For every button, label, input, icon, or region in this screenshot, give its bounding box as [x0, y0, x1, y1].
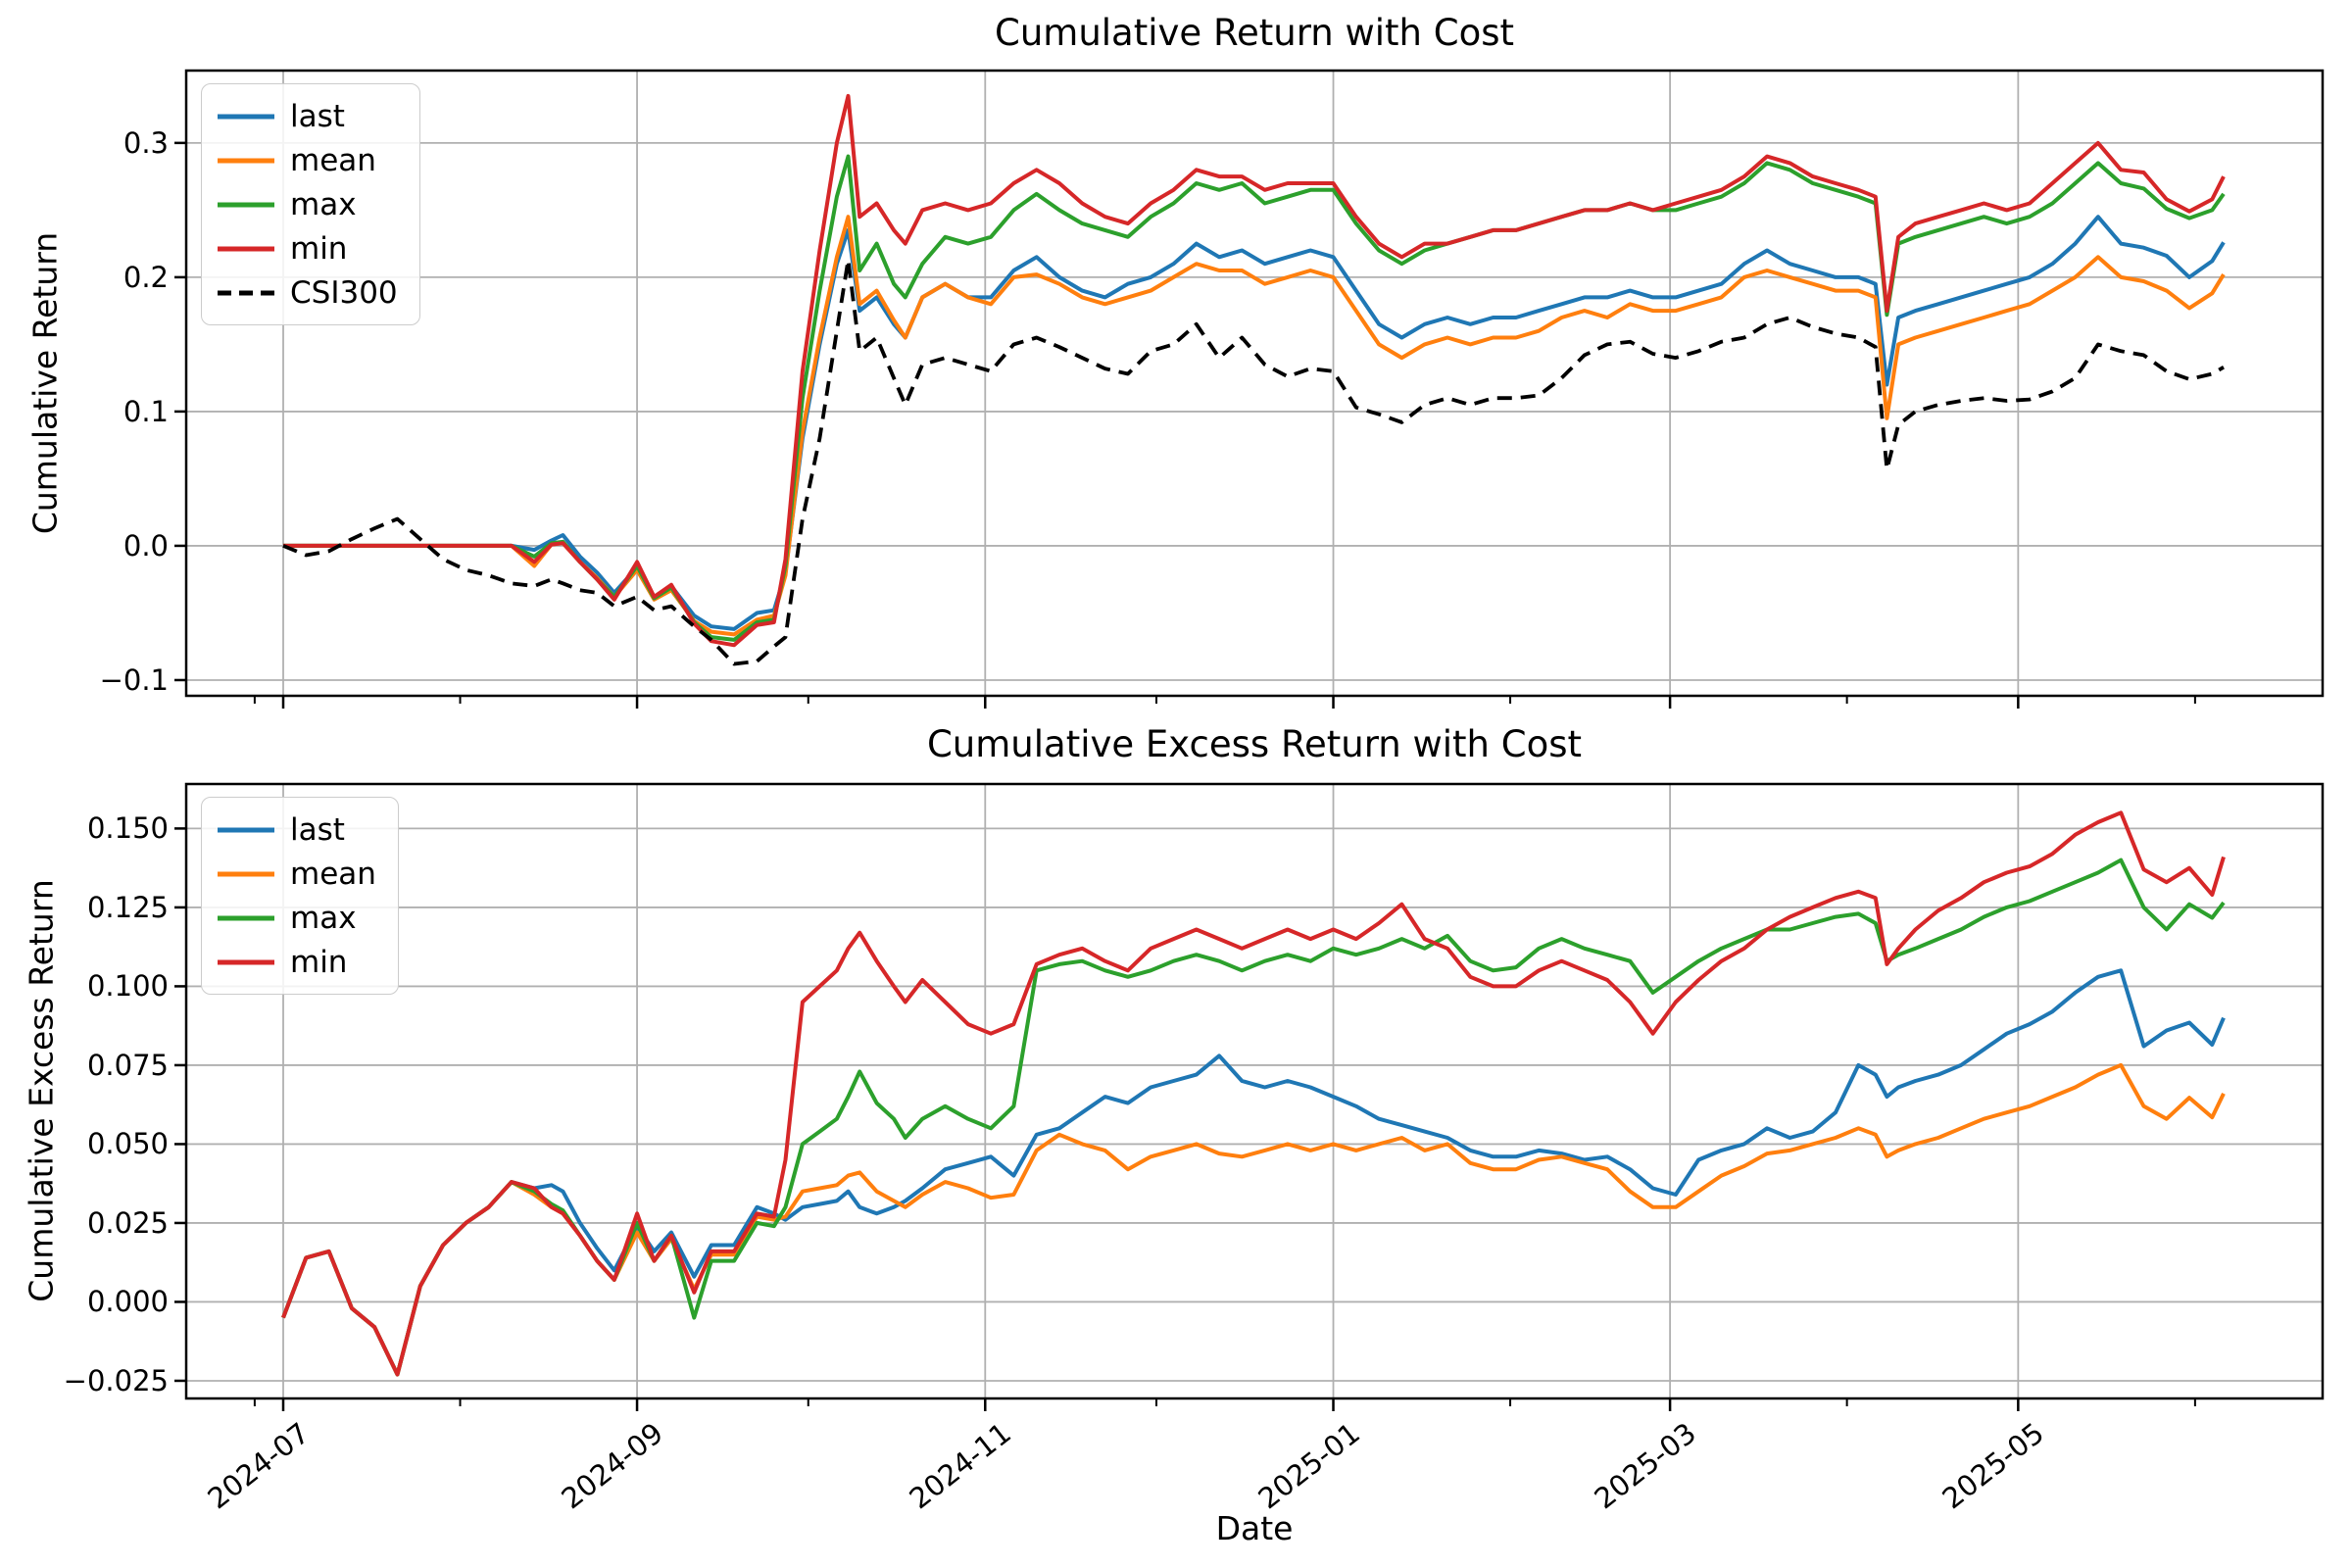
legend-line-sample: [218, 871, 274, 876]
legend-item-last: last: [218, 94, 398, 138]
series-min-line: [281, 810, 2226, 1377]
y-tick-label: 0.050: [86, 1127, 169, 1161]
legend-item-mean: mean: [218, 138, 398, 182]
legend-line-sample: [218, 158, 274, 163]
legend-label: mean: [290, 142, 376, 178]
y-tick-label: −0.1: [99, 662, 169, 697]
legend-line-sample: [218, 114, 274, 119]
legend-line-sample: [218, 202, 274, 207]
y-tick-label: 0.2: [122, 260, 169, 294]
legend-label: max: [290, 186, 357, 222]
legend-label: last: [290, 811, 345, 848]
legend-label: CSI300: [290, 274, 398, 311]
bottom-chart-title: Cumulative Excess Return with Cost: [926, 723, 1583, 765]
y-tick-label: 0.3: [122, 125, 169, 160]
legend-item-min: min: [218, 226, 398, 270]
legend-item-mean: mean: [218, 852, 376, 896]
y-tick-label: 0.075: [86, 1048, 169, 1082]
legend-label: min: [290, 230, 348, 267]
legend-line-sample: [218, 246, 274, 251]
legend-line-sample: [218, 915, 274, 920]
series-csi300-line: [282, 258, 2225, 666]
series-max-line: [281, 858, 2226, 1377]
y-tick-label: 0.150: [86, 811, 169, 846]
series-last-line: [281, 968, 2226, 1377]
x-axis-label: Date: [1215, 1509, 1294, 1547]
legend-item-max: max: [218, 896, 376, 940]
legend-label: last: [290, 98, 345, 134]
y-tick-label: 0.1: [122, 394, 169, 428]
top-chart-title: Cumulative Return with Cost: [995, 12, 1514, 54]
series-mean-line: [283, 215, 2226, 637]
legend-label: mean: [290, 856, 376, 892]
legend-label: max: [290, 900, 357, 936]
legend-label: min: [290, 944, 348, 980]
y-tick-label: 0.125: [86, 890, 169, 924]
y-tick-label: 0.000: [86, 1285, 169, 1319]
y-tick-label: 0.025: [86, 1205, 169, 1240]
legend: last mean max min CSI300: [201, 83, 420, 325]
y-tick-label: 0.0: [122, 528, 169, 563]
axes-frame: [184, 69, 2325, 698]
y-tick-label: 0.100: [86, 969, 169, 1004]
series-mean-line: [281, 1062, 2226, 1377]
series-min-line: [283, 93, 2226, 648]
y-tick-label: −0.025: [63, 1363, 169, 1397]
legend-line-sample: [218, 290, 274, 295]
legend-item-csi300: CSI300: [218, 270, 398, 315]
legend-line-sample: [218, 827, 274, 832]
legend: last mean max min: [201, 797, 399, 995]
series-max-line: [283, 154, 2226, 642]
legend-line-sample: [218, 959, 274, 964]
legend-item-last: last: [218, 808, 376, 852]
legend-item-min: min: [218, 940, 376, 984]
axes-frame: [184, 782, 2325, 1400]
series-last-line: [283, 215, 2226, 631]
legend-item-max: max: [218, 182, 398, 226]
